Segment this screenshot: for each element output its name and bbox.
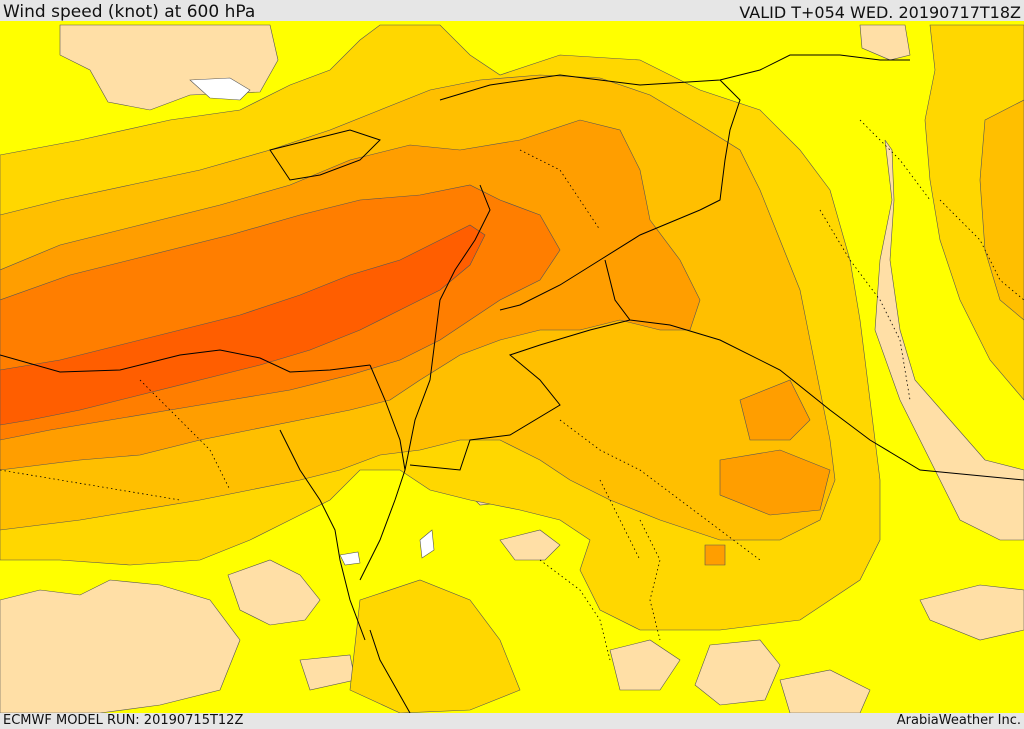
- map-header: Wind speed (knot) at 600 hPa VALID T+054…: [0, 0, 1024, 22]
- model-run: ECMWF MODEL RUN: 20190715T12Z: [3, 713, 244, 728]
- wind-band-jet-core: [0, 224, 486, 426]
- country-borders: [0, 54, 1024, 713]
- wind-speed-map: [0, 21, 1024, 713]
- valid-time: VALID T+054 WED. 20190717T18Z: [739, 3, 1021, 22]
- province-boundaries: [0, 119, 1024, 661]
- wind-band-calm: [189, 77, 435, 566]
- map-footer: ECMWF MODEL RUN: 20190715T12Z ArabiaWeat…: [0, 713, 1024, 729]
- map-title: Wind speed (knot) at 600 hPa: [3, 2, 256, 22]
- credit: ArabiaWeather Inc.: [896, 713, 1021, 728]
